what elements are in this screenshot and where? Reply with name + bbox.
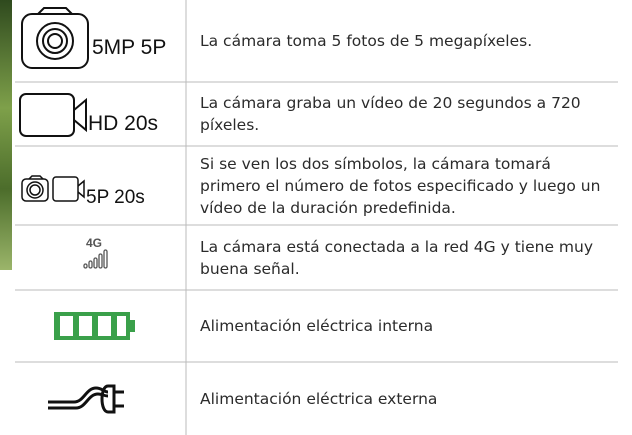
icon-label: HD 20s [88, 112, 159, 135]
icon-label: 5MP 5P [92, 36, 167, 59]
video-icon [19, 93, 87, 137]
description: Alimentación eléctrica externa [200, 389, 438, 408]
camera-video-icon [21, 175, 85, 202]
description: La cámara toma 5 fotos de 5 megapíxeles. [200, 32, 533, 50]
battery-icon [54, 312, 135, 340]
description: La cámara está conectada a la red 4G y t… [200, 237, 594, 278]
description: La cámara graba un vídeo de 20 segundos … [200, 94, 581, 134]
row-dividers [15, 81, 618, 363]
description: Si se ven los dos símbolos, la cámara to… [200, 154, 601, 217]
description: Alimentación eléctrica interna [200, 317, 434, 335]
camera-icon [21, 7, 89, 69]
photo-strip [0, 0, 12, 270]
icon-label: 5P 20s [86, 187, 145, 208]
icon-label: 4G [86, 236, 103, 250]
signal-icon [83, 249, 108, 269]
plug-icon [48, 384, 124, 414]
